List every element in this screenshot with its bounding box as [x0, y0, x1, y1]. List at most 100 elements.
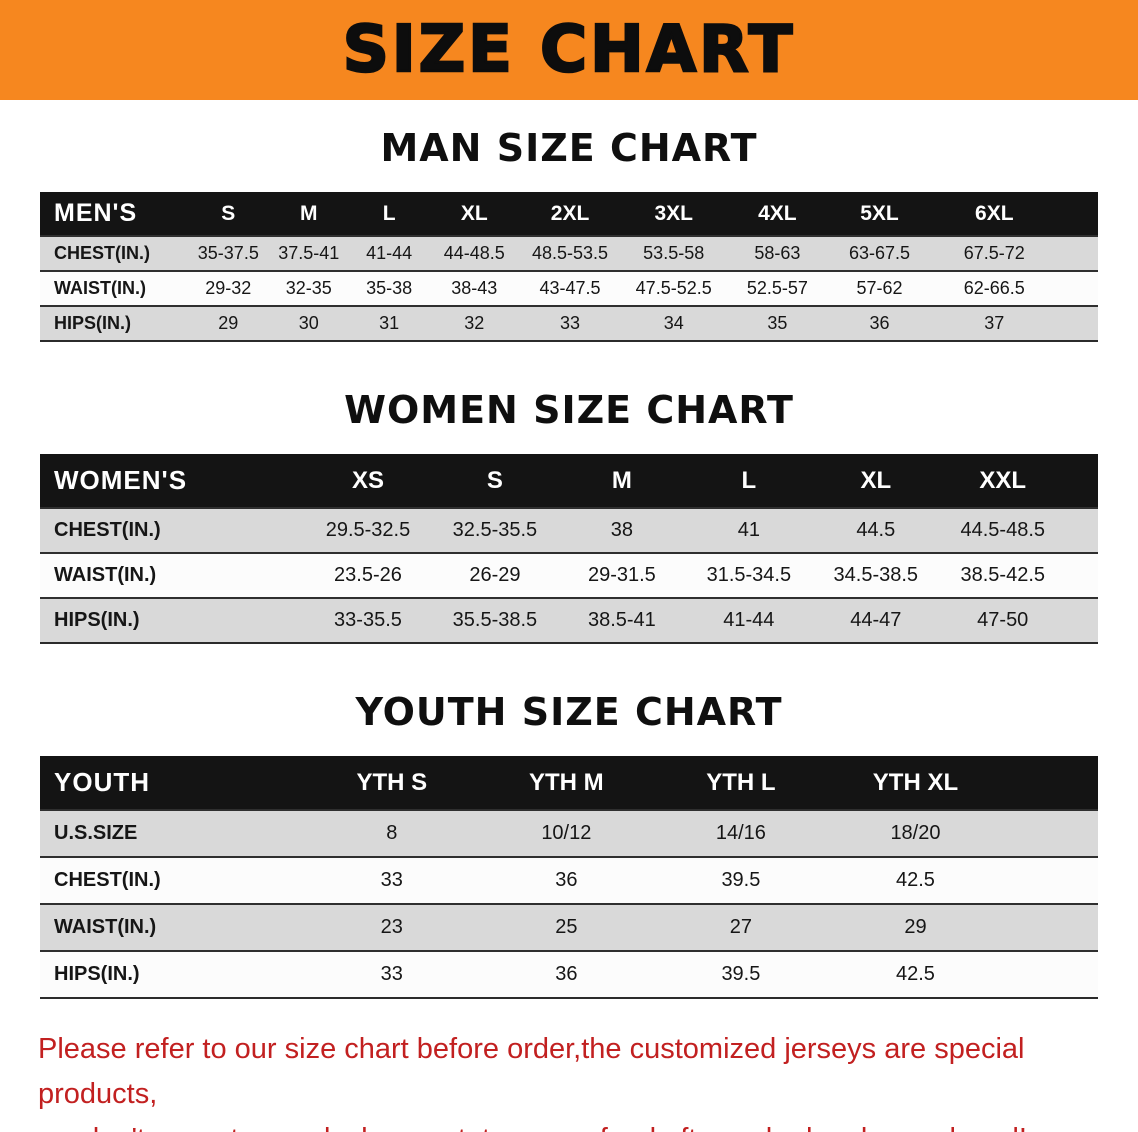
size-value: 47-50	[977, 609, 1029, 631]
table-row: CHEST(IN.) 33 36 39.5 42.5	[40, 857, 1098, 904]
size-value: 41-44	[366, 243, 413, 263]
size-value: 35.5-38.5	[452, 609, 538, 631]
spacer-cell	[1066, 454, 1098, 508]
size-value: 39.5	[721, 869, 761, 891]
size-value: 32	[464, 313, 485, 333]
row-label: CHEST(IN.)	[54, 519, 161, 541]
size-value: 44-48.5	[443, 243, 505, 263]
table-title-cell: MEN'S	[54, 199, 138, 227]
row-label: WAIST(IN.)	[54, 564, 157, 586]
column-header: 5XL	[860, 201, 899, 225]
spacer-cell	[1066, 508, 1098, 553]
man-section-heading: MAN SIZE CHART	[380, 126, 758, 170]
spacer-cell	[1066, 553, 1098, 598]
size-value: 37	[984, 313, 1005, 333]
row-label: HIPS(IN.)	[54, 609, 140, 631]
size-value: 31.5-34.5	[706, 564, 792, 586]
size-value: 32.5-35.5	[452, 519, 538, 541]
size-chart-banner: SIZE CHART	[0, 0, 1138, 100]
column-header: YTH S	[356, 768, 428, 796]
men-size-table: MEN'S S M L XL 2XL 3XL 4XL 5XL 6XL CHEST…	[40, 192, 1098, 342]
size-value: 36	[555, 869, 578, 891]
size-value: 33	[380, 963, 403, 985]
table-row: WAIST(IN.) 23.5-26 26-29 29-31.5 31.5-34…	[40, 553, 1098, 598]
table-header-row: WOMEN'S XS S M L XL XXL	[40, 454, 1098, 508]
spacer-cell	[1066, 598, 1098, 643]
size-value: 42.5	[896, 963, 935, 985]
table-header-row: YOUTH YTH S YTH M YTH L YTH XL	[40, 756, 1098, 810]
column-header: XL	[460, 201, 488, 225]
size-value: 53.5-58	[643, 243, 705, 263]
size-value: 29-32	[205, 278, 252, 298]
size-value: 30	[298, 313, 319, 333]
banner-title: SIZE CHART	[342, 12, 796, 89]
column-header: 3XL	[654, 201, 693, 225]
size-value: 23.5-26	[334, 564, 402, 586]
size-value: 33	[560, 313, 581, 333]
size-value: 26-29	[469, 564, 521, 586]
spacer-cell	[1003, 857, 1098, 904]
row-label: WAIST(IN.)	[54, 916, 157, 938]
spacer-cell	[1003, 904, 1098, 951]
table-row: CHEST(IN.) 35-37.5 37.5-41 41-44 44-48.5…	[40, 236, 1098, 271]
column-header: 2XL	[550, 201, 590, 225]
column-header: L	[741, 466, 757, 494]
size-value: 62-66.5	[963, 278, 1025, 298]
size-value: 35-37.5	[197, 243, 259, 263]
spacer-cell	[1058, 306, 1098, 341]
column-header: 4XL	[758, 201, 797, 225]
column-header: S	[221, 201, 236, 225]
size-value: 37.5-41	[278, 243, 340, 263]
size-value: 29	[218, 313, 239, 333]
table-title-cell: WOMEN'S	[54, 465, 188, 495]
column-header: M	[611, 466, 632, 494]
spacer-cell	[1003, 810, 1098, 857]
column-header: XL	[860, 466, 892, 494]
size-value: 48.5-53.5	[532, 243, 609, 263]
table-row: HIPS(IN.) 29 30 31 32 33 34 35 36 37	[40, 306, 1098, 341]
column-header: YTH XL	[872, 768, 959, 796]
column-header: XS	[351, 466, 384, 494]
size-value: 57-62	[856, 278, 903, 298]
size-value: 10/12	[541, 822, 592, 844]
row-label: HIPS(IN.)	[54, 963, 140, 985]
column-header: XXL	[979, 466, 1027, 494]
disclaimer-line-2: we don't accept cancel, change, teturn o…	[38, 1117, 1100, 1132]
size-value: 38.5-42.5	[960, 564, 1045, 586]
size-value: 52.5-57	[746, 278, 808, 298]
size-value: 18/20	[890, 822, 941, 844]
size-value: 36	[555, 963, 578, 985]
size-value: 67.5-72	[963, 243, 1025, 263]
column-header: M	[299, 201, 318, 225]
table-title-cell: YOUTH	[54, 767, 150, 797]
size-value: 63-67.5	[848, 243, 911, 263]
youth-size-table: YOUTH YTH S YTH M YTH L YTH XL U.S.SIZE …	[40, 756, 1098, 999]
size-value: 34	[663, 313, 684, 333]
size-value: 29-31.5	[587, 564, 656, 586]
spacer-cell	[1058, 236, 1098, 271]
table-row: CHEST(IN.) 29.5-32.5 32.5-35.5 38 41 44.…	[40, 508, 1098, 553]
table-row: U.S.SIZE 8 10/12 14/16 18/20	[40, 810, 1098, 857]
size-value: 42.5	[896, 869, 935, 891]
size-value: 36	[869, 313, 890, 333]
row-label: U.S.SIZE	[54, 822, 138, 844]
size-value: 38	[610, 519, 633, 541]
row-label: HIPS(IN.)	[54, 313, 132, 333]
column-header: 6XL	[975, 201, 1014, 225]
disclaimer-line-1: Please refer to our size chart before or…	[38, 1033, 1025, 1110]
size-value: 44.5-48.5	[960, 519, 1045, 541]
size-value: 32-35	[285, 278, 332, 298]
size-value: 38.5-41	[587, 609, 656, 631]
column-header: YTH M	[529, 768, 604, 796]
column-header: YTH L	[706, 768, 776, 796]
size-value: 35	[767, 313, 788, 333]
spacer-cell	[1003, 951, 1098, 998]
size-value: 35-38	[366, 278, 413, 298]
size-value: 27	[729, 916, 753, 938]
women-section-heading: WOMEN SIZE CHART	[344, 388, 794, 432]
table-header-row: MEN'S S M L XL 2XL 3XL 4XL 5XL 6XL	[40, 192, 1098, 236]
size-value: 31	[379, 313, 400, 333]
table-row: WAIST(IN.) 29-32 32-35 35-38 38-43 43-47…	[40, 271, 1098, 306]
size-value: 23	[380, 916, 403, 938]
